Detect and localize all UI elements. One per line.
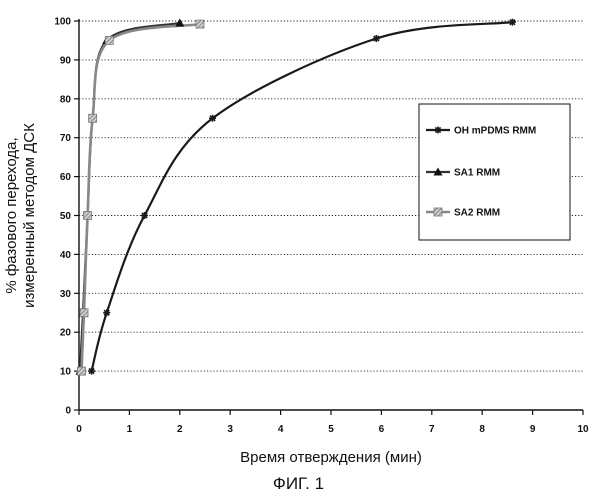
y-tick-label: 60: [60, 172, 72, 183]
y-tick-label: 20: [60, 328, 72, 339]
data-point-marker: [373, 35, 380, 42]
x-tick-label: 3: [227, 424, 233, 435]
data-point-marker: [80, 309, 88, 317]
y-axis-title-line: % фазового перехода,: [3, 137, 20, 293]
x-tick-label: 2: [177, 424, 183, 435]
y-tick-label: 0: [65, 406, 71, 417]
series-line-2: [82, 24, 201, 371]
legend-label: SA1 RMM: [454, 168, 500, 179]
y-axis-title: % фазового перехода,измеренный методом Д…: [3, 123, 38, 308]
x-tick-label: 0: [76, 424, 82, 435]
data-point-marker: [509, 19, 516, 26]
y-tick-label: 10: [60, 367, 72, 378]
legend: OH mPDMS RMM SA1 RMM SA2 RMM: [419, 104, 570, 240]
data-point-marker: [209, 115, 216, 122]
y-tick-label: 100: [54, 17, 71, 28]
x-tick-label: 7: [429, 424, 435, 435]
figure-caption: ФИГ. 1: [0, 474, 597, 494]
x-tick-label: 6: [379, 424, 385, 435]
x-tick-label: 4: [278, 424, 284, 435]
data-point-marker: [141, 212, 148, 219]
x-tick-label: 1: [127, 424, 133, 435]
legend-marker: [435, 127, 442, 134]
legend-label: SA2 RMM: [454, 208, 500, 219]
chart: 0 10 20 30 40 50 60 70 80 90 100 0 1 2 3 4 5 6 7 8 9 10 Время…: [0, 0, 597, 470]
legend-label: OH mPDMS RMM: [454, 126, 536, 137]
y-tick-label: 30: [60, 289, 72, 300]
data-point-marker: [103, 309, 110, 316]
x-tick-label: 10: [577, 424, 589, 435]
y-tick-label: 70: [60, 133, 72, 144]
data-point-marker: [196, 20, 204, 28]
x-tick-label: 9: [530, 424, 536, 435]
y-tick-label: 90: [60, 55, 72, 66]
y-axis-title-line: измеренный методом ДСК: [21, 123, 38, 308]
x-tick-label: 5: [328, 424, 334, 435]
data-point-marker: [105, 36, 113, 44]
data-point-marker: [78, 367, 86, 375]
data-point-marker: [89, 114, 97, 122]
y-tick-label: 40: [60, 250, 72, 261]
data-point-marker: [84, 212, 92, 220]
y-tick-label: 50: [60, 211, 72, 222]
x-tick-label: 8: [479, 424, 485, 435]
x-axis-title: Время отверждения (мин): [240, 449, 422, 466]
y-tick-label: 80: [60, 94, 72, 105]
data-point-marker: [88, 368, 95, 375]
legend-marker: [434, 208, 442, 216]
